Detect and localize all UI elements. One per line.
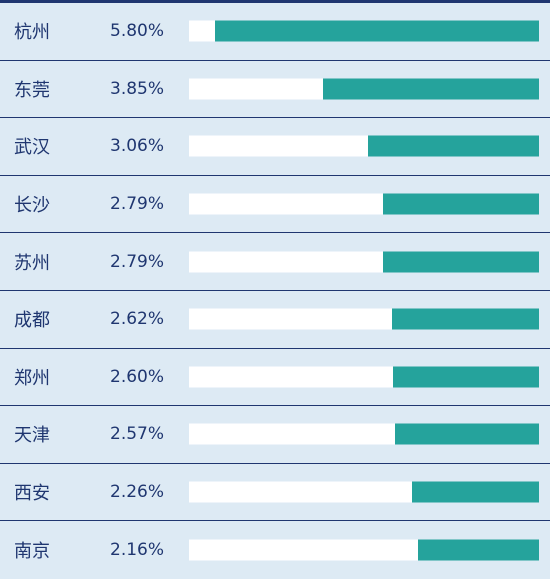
category-label: 郑州: [14, 367, 50, 389]
chart-row: 南京 2.16%: [0, 521, 550, 579]
value-label: 2.57%: [110, 424, 165, 445]
bar-track: [189, 308, 539, 330]
chart-row: 苏州 2.79%: [0, 233, 550, 291]
value-label: 2.16%: [110, 540, 165, 561]
category-label: 武汉: [14, 137, 50, 159]
chart-row: 成都 2.62%: [0, 291, 550, 349]
bar-track: [189, 539, 539, 561]
category-label: 南京: [14, 541, 50, 563]
bar: [367, 135, 539, 157]
bar-track: [189, 423, 539, 445]
bar: [392, 308, 539, 330]
bar: [393, 366, 539, 388]
category-label: 苏州: [14, 252, 50, 274]
value-label: 5.80%: [110, 21, 165, 42]
chart-row: 天津 2.57%: [0, 406, 550, 464]
chart-row: 东莞 3.85%: [0, 61, 550, 119]
bar: [215, 20, 539, 42]
bar: [382, 193, 539, 215]
bar: [395, 423, 539, 445]
category-label: 东莞: [14, 79, 50, 101]
value-label: 3.85%: [110, 78, 165, 99]
bar-track: [189, 251, 539, 273]
bar-track: [189, 135, 539, 157]
category-label: 成都: [14, 310, 50, 332]
chart-row: 杭州 5.80%: [0, 3, 550, 61]
value-label: 2.79%: [110, 251, 165, 272]
bar: [323, 78, 539, 100]
category-label: 西安: [14, 483, 50, 505]
bar-track: [189, 366, 539, 388]
value-label: 2.79%: [110, 194, 165, 215]
value-label: 3.06%: [110, 136, 165, 157]
chart-row: 武汉 3.06%: [0, 118, 550, 176]
chart-row: 长沙 2.79%: [0, 176, 550, 234]
bar-track: [189, 78, 539, 100]
category-label: 杭州: [14, 22, 50, 44]
chart-row: 郑州 2.60%: [0, 349, 550, 407]
bar: [411, 481, 539, 503]
bar-track: [189, 481, 539, 503]
bar-track: [189, 20, 539, 42]
bar: [382, 251, 539, 273]
value-label: 2.62%: [110, 309, 165, 330]
value-label: 2.26%: [110, 482, 165, 503]
category-label: 长沙: [14, 195, 50, 217]
category-label: 天津: [14, 425, 50, 447]
value-label: 2.60%: [110, 366, 165, 387]
bar-track: [189, 193, 539, 215]
bar: [417, 539, 539, 561]
chart-row: 西安 2.26%: [0, 464, 550, 522]
